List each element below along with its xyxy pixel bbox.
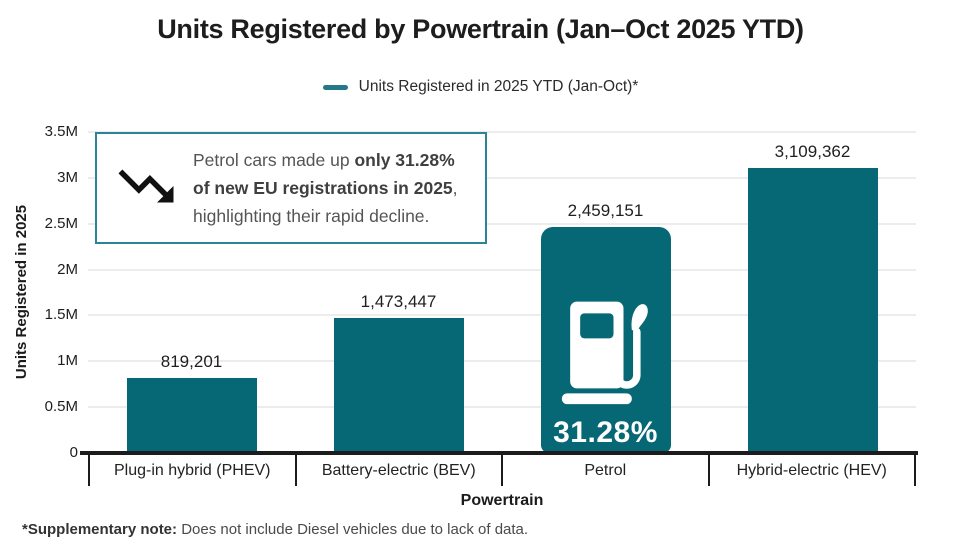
y-tick-label: 2.5M xyxy=(44,214,78,232)
y-tick-label: 2M xyxy=(57,260,78,278)
x-category-label: Hybrid-electric (HEV) xyxy=(710,455,916,486)
annotation-line3: highlighting their rapid decline. xyxy=(193,206,430,226)
annotation-line2-normal: , xyxy=(452,178,458,198)
annotation-text: Petrol cars made up only 31.28% of new E… xyxy=(193,146,458,230)
gridline xyxy=(88,360,916,363)
bar-value-label: 1,473,447 xyxy=(360,291,437,311)
x-axis-labels: Plug-in hybrid (PHEV) Battery-electric (B… xyxy=(88,455,916,486)
bar-value-label: 819,201 xyxy=(160,351,223,371)
legend: Units Registered in 2025 YTD (Jan-Oct)* xyxy=(0,78,961,96)
bar-Hybrid-electric (HEV) xyxy=(747,167,878,453)
gridline xyxy=(88,131,916,133)
x-category-label: Battery-electric (BEV) xyxy=(297,455,503,486)
bar-Petrol: 31.28% xyxy=(540,227,671,453)
x-category-label: Petrol xyxy=(503,455,710,486)
annotation-line2-bold: of new EU registrations in 2025 xyxy=(193,178,453,198)
bar-value-label: 2,459,151 xyxy=(567,201,644,221)
gridline xyxy=(88,176,916,179)
footnote: *Supplementary note: Does not include Di… xyxy=(22,521,528,538)
bar-value-label: 3,109,362 xyxy=(774,141,851,161)
y-tick-label: 0 xyxy=(69,444,78,461)
trending-down-icon xyxy=(113,153,179,224)
footnote-bold: *Supplementary note: xyxy=(22,521,178,538)
gridline xyxy=(88,222,916,225)
y-tick-label: 3.5M xyxy=(44,123,78,140)
fuel-pump-icon xyxy=(560,295,652,410)
bar-cell: 2,459,151 31.28% xyxy=(502,132,709,453)
x-category-label: Plug-in hybrid (PHEV) xyxy=(88,455,297,486)
gridline xyxy=(88,268,916,271)
bar-Plug-in hybrid (PHEV) xyxy=(126,377,257,453)
bar-cell: 3,109,362 xyxy=(709,132,916,453)
y-tick-label: 0.5M xyxy=(44,398,78,416)
y-tick-label: 1.5M xyxy=(44,306,78,324)
annotation-line1-bold: only 31.28% xyxy=(354,150,455,170)
bars-group: 819,201 1,473,447 2,459,151 31.28% 3,109,36… xyxy=(88,132,916,453)
footnote-text: Does not include Diesel vehicles due to … xyxy=(177,521,529,538)
bar-cell: 819,201 xyxy=(88,132,295,453)
x-axis-title: Powertrain xyxy=(460,492,544,509)
bar-Battery-electric (BEV) xyxy=(333,317,464,453)
bar-cell: 1,473,447 xyxy=(295,132,502,453)
y-axis-title: Units Registered in 2025 xyxy=(13,204,30,380)
gridline xyxy=(88,314,916,317)
annotation-box: Petrol cars made up only 31.28% of new E… xyxy=(95,132,487,244)
annotation-line1-normal: Petrol cars made up xyxy=(193,150,355,170)
chart-title: Units Registered by Powertrain (Jan–Oct … xyxy=(157,14,804,44)
x-axis-line xyxy=(80,451,918,455)
y-tick-label: 3M xyxy=(57,168,78,186)
gridline xyxy=(88,406,916,409)
y-tick-label: 1M xyxy=(57,352,78,370)
highlight-percentage-label: 31.28% xyxy=(553,416,658,449)
legend-label: Units Registered in 2025 YTD (Jan-Oct)* xyxy=(358,78,639,95)
legend-swatch xyxy=(322,84,348,90)
plot-area: 819,201 1,473,447 2,459,151 31.28% 3,109,36… xyxy=(88,131,916,453)
